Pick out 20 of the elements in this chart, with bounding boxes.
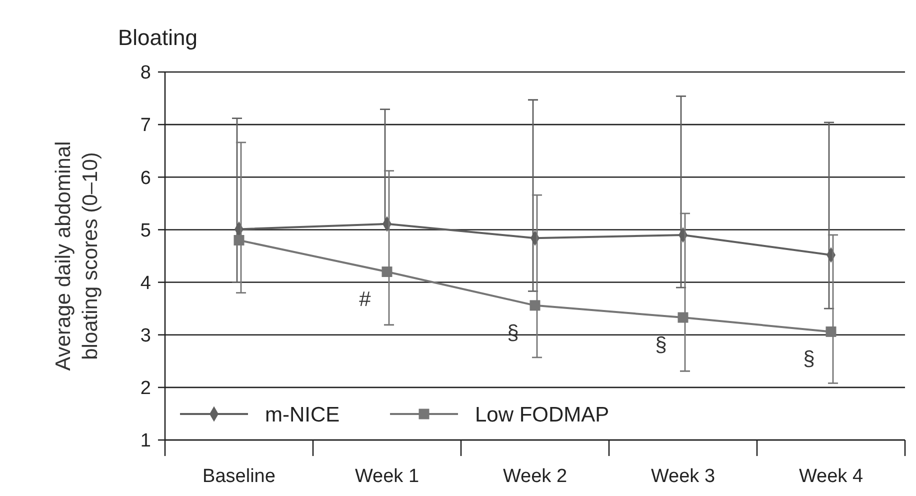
x-tick-label: Week 1 (354, 466, 420, 487)
x-tick-label: Baseline (202, 466, 276, 487)
y-tick-label: 2 (140, 378, 151, 400)
annotation: § (655, 334, 667, 357)
y-tick-label: 4 (140, 272, 152, 294)
y-tick-label: 8 (140, 62, 151, 84)
x-tick-label: Week 2 (502, 466, 568, 487)
y-tick-label: 5 (140, 220, 151, 242)
x-tick-label: Week 3 (650, 466, 716, 487)
y-tick-label: 3 (140, 326, 151, 347)
legend-label: Low FODMAP (475, 403, 610, 426)
annotation: # (359, 288, 372, 311)
chart-title: Bloating (118, 25, 198, 50)
annotation: § (803, 348, 815, 371)
y-tick-label: 7 (140, 115, 151, 136)
y-tick-label: 1 (140, 430, 151, 452)
y-tick-label: 6 (140, 168, 151, 189)
y-axis-title: Average daily abdominal bloating scores (0–10) (52, 141, 102, 371)
legend-label: m-NICE (265, 403, 340, 426)
x-tick-label: Week 4 (798, 466, 864, 487)
